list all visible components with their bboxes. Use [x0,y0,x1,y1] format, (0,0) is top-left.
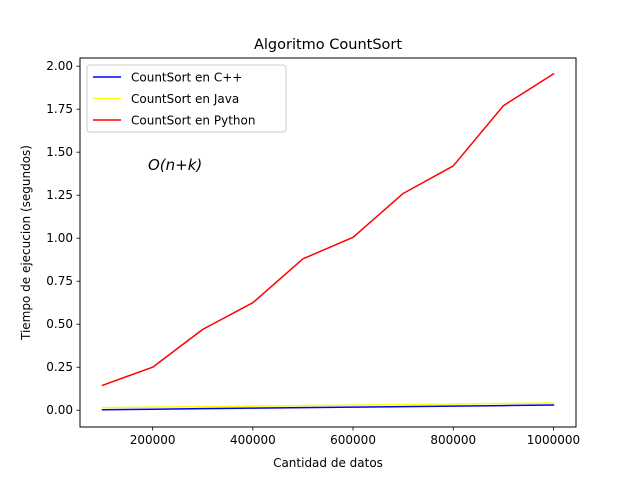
series-line-1 [101,402,555,409]
legend-entry: CountSort en Python [93,114,255,128]
x-axis-label: Cantidad de datos [273,456,383,470]
y-tick-label: 0.00 [46,403,73,417]
series-line-0 [101,404,555,411]
legend-entry: CountSort en Java [93,92,239,106]
legend-items: CountSort en C++ CountSort en Java CountSo… [93,71,255,128]
y-axis-ticks: 0.00 0.25 0.50 0.75 1.00 1.25 1.50 1.75 2.00 [46,59,80,417]
legend-label-1: CountSort en Java [131,92,239,106]
y-tick-label: 0.25 [46,360,73,374]
complexity-annotation: O(n+k) [148,156,202,174]
annotation-text: O(n+k) [148,156,202,174]
legend-label-0: CountSort en C++ [131,71,242,85]
y-tick-label: 0.50 [46,317,73,331]
y-tick-label: 1.00 [46,231,73,245]
x-tick-label: 200000 [130,433,176,447]
legend-entry: CountSort en C++ [93,71,242,85]
y-tick-label: 1.25 [46,188,73,202]
y-tick-label: 0.75 [46,274,73,288]
legend-frame [86,64,287,133]
x-axis-ticks: 200000 400000 600000 800000 1000000 [130,427,580,447]
chart-title: Algoritmo CountSort [254,37,402,53]
x-tick-label: 400000 [230,433,276,447]
y-tick-label: 1.50 [46,145,73,159]
y-axis-label: Tiempo de ejecucion (segundos) [19,145,33,341]
series-layer [101,72,555,411]
y-tick-label: 2.00 [46,59,73,73]
series-line-2 [101,72,555,387]
legend: CountSort en C++ CountSort en Java CountSo… [86,64,287,133]
plot-area-frame [79,57,577,428]
x-tick-label: 600000 [330,433,376,447]
y-tick-label: 1.75 [46,102,73,116]
x-tick-label: 1000000 [527,433,580,447]
legend-label-2: CountSort en Python [131,114,255,128]
x-tick-label: 800000 [430,433,476,447]
